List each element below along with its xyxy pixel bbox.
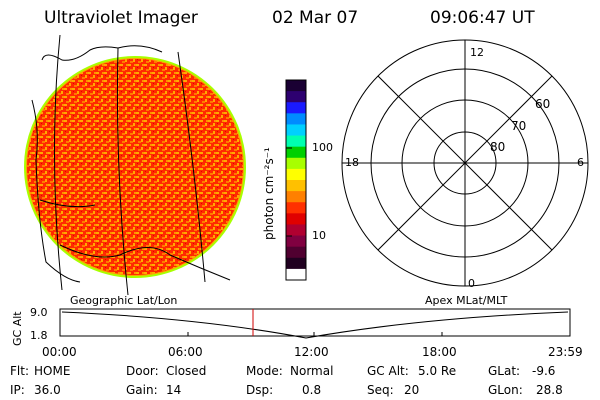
colorbar-band <box>286 80 306 92</box>
timeline-ytick-bottom: 1.8 <box>30 329 48 342</box>
timeline-xtick-3: 18:00 <box>422 345 457 359</box>
status-glat-key: GLat: <box>488 364 521 378</box>
status-gcalt-value: 5.0 Re <box>418 364 457 378</box>
status-dsp-value: 0.8 <box>302 383 322 397</box>
colorbar-band <box>286 191 306 203</box>
colorbar-band <box>286 146 306 159</box>
colorbar-band <box>286 257 306 270</box>
time-label: 09:06:47 UT <box>430 8 535 28</box>
status-door-value: Closed <box>166 364 207 378</box>
date-label: 02 Mar 07 <box>272 8 359 28</box>
colorbar-band <box>286 246 306 259</box>
status-seq-key: Seq: <box>367 383 394 397</box>
status-gain-value: 14 <box>166 383 182 397</box>
status-glon-value: 28.8 <box>536 383 563 397</box>
timeline-right-label: Apex MLat/MLT <box>425 294 508 307</box>
polar-mlt-0: 0 <box>468 277 475 290</box>
colorbar-band <box>286 224 306 237</box>
colorbar-tick-100: 100 <box>312 141 333 154</box>
colorbar-band <box>286 235 306 248</box>
polar-mlt-12: 12 <box>470 46 484 59</box>
timeline-left-label: Geographic Lat/Lon <box>70 294 178 307</box>
timeline-xtick-4: 23:59 <box>548 345 583 359</box>
colorbar-band <box>286 157 306 170</box>
status-glat-value: -9.6 <box>532 364 556 378</box>
aurora-disc <box>27 59 243 275</box>
instrument-title: Ultraviolet Imager <box>44 8 198 28</box>
status-flt-value: HOME <box>34 364 71 378</box>
status-door-key: Door: <box>126 364 159 378</box>
timeline-xtick-0: 00:00 <box>42 345 77 359</box>
status-ip-key: IP: <box>10 383 25 397</box>
status-mode-key: Mode: <box>246 364 283 378</box>
status-glon-key: GLon: <box>488 383 523 397</box>
polar-lat-60: 60 <box>535 97 551 111</box>
geographic-grid <box>31 34 231 296</box>
altitude-curve <box>61 311 569 339</box>
colorbar-band <box>286 102 306 114</box>
colorbar-band <box>286 202 306 214</box>
status-gcalt-key: GC Alt: <box>367 364 409 378</box>
status-ip-value: 36.0 <box>34 383 61 397</box>
colorbar-tick-10: 10 <box>312 229 326 242</box>
timeline-xtick-2: 12:00 <box>294 345 329 359</box>
polar-lat-70: 70 <box>511 119 527 133</box>
colorbar-band <box>286 91 306 103</box>
polar-mlt-18: 18 <box>345 156 359 169</box>
timeline-ytick-top: 9.0 <box>30 306 48 319</box>
status-dsp-key: Dsp: <box>246 383 274 397</box>
status-seq-value: 20 <box>404 383 420 397</box>
status-mode-value: Normal <box>290 364 334 378</box>
colorbar-band <box>286 113 306 125</box>
colorbar-band <box>286 180 306 192</box>
status-gain-key: Gain: <box>126 383 158 397</box>
polar-lat-80: 80 <box>490 140 506 154</box>
status-flt-key: Flt: <box>10 364 29 378</box>
colorbar-band <box>286 135 306 148</box>
colorbar-band <box>286 168 306 181</box>
polar-mlt-6: 6 <box>577 156 584 169</box>
colorbar-band <box>286 124 306 137</box>
colorbar-band <box>286 213 306 225</box>
colorbar-band <box>286 268 306 281</box>
timeline-xtick-1: 06:00 <box>168 345 203 359</box>
